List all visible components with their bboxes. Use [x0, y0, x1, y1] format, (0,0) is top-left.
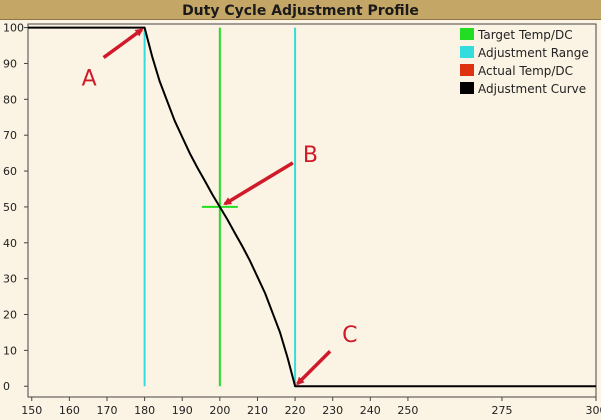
- y-tick-label: 0: [3, 380, 10, 393]
- annotation-layer: A B C: [82, 28, 357, 386]
- y-tick-label: 50: [3, 201, 17, 214]
- axes: 0 10 20 30 40 50 60 70 80 90 100 150 160 170 180 190 200…: [3, 22, 601, 417]
- y-tick-label: 40: [3, 237, 17, 250]
- y-tick-label: 80: [3, 93, 17, 106]
- annotation-label-a: A: [82, 67, 97, 92]
- annotation-arrow-b: [223, 161, 294, 206]
- chart-title: Duty Cycle Adjustment Profile: [182, 3, 419, 19]
- x-tick-label: 190: [172, 404, 193, 417]
- x-tick-label: 150: [21, 404, 42, 417]
- x-tick-label: 210: [247, 404, 268, 417]
- legend-label: Actual Temp/DC: [478, 64, 573, 78]
- legend-label: Adjustment Curve: [478, 82, 586, 96]
- annotation-arrow-c: [296, 350, 332, 386]
- y-tick-label: 10: [3, 344, 17, 357]
- y-tick-label: 90: [3, 57, 17, 70]
- series-layer: [28, 26, 596, 388]
- x-tick-label: 230: [322, 404, 343, 417]
- legend-swatch: [460, 28, 474, 40]
- x-tick-label: 250: [397, 404, 418, 417]
- y-tick-label: 20: [3, 309, 17, 322]
- plot-frame: [27, 23, 597, 398]
- annotation-arrow-a: [102, 28, 144, 59]
- x-tick-label: 170: [96, 404, 117, 417]
- legend-swatch: [460, 46, 474, 58]
- legend: Target Temp/DC Adjustment Range Actual Tem…: [460, 28, 589, 96]
- annotation-label-c: C: [342, 323, 357, 348]
- y-tick-label: 30: [3, 273, 17, 286]
- legend-label: Adjustment Range: [478, 46, 589, 60]
- legend-label: Target Temp/DC: [477, 28, 573, 42]
- legend-swatch: [460, 82, 474, 94]
- y-tick-label: 70: [3, 129, 17, 142]
- y-tick-label: 100: [3, 22, 24, 35]
- x-tick-label: 220: [285, 404, 306, 417]
- plot-area: [27, 23, 597, 398]
- legend-swatch: [460, 64, 474, 76]
- x-tick-label: 180: [134, 404, 155, 417]
- adjustment-curve-line: [28, 26, 596, 388]
- x-tick-label: 300: [586, 404, 601, 417]
- chart-title-bar: Duty Cycle Adjustment Profile: [0, 0, 601, 20]
- y-tick-label: 60: [3, 165, 17, 178]
- x-tick-label: 160: [59, 404, 80, 417]
- x-tick-label: 200: [209, 404, 230, 417]
- annotation-label-b: B: [303, 143, 318, 168]
- x-tick-label: 275: [491, 404, 512, 417]
- x-tick-label: 240: [360, 404, 381, 417]
